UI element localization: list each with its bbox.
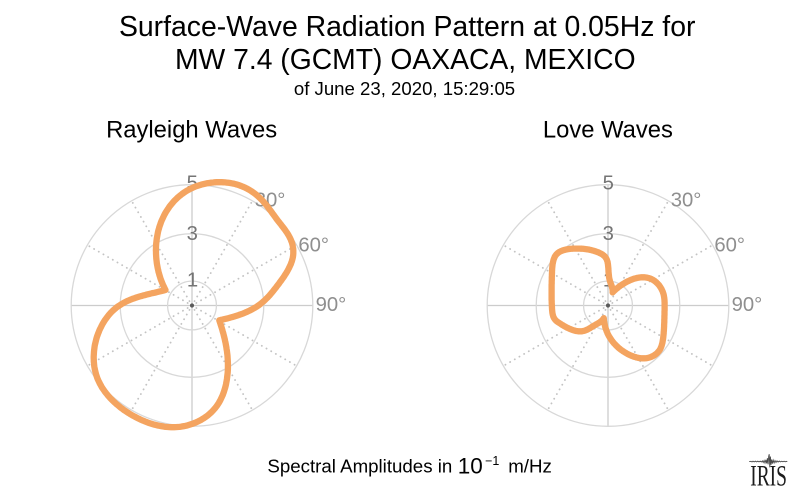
svg-text:MW 7.4 (GCMT) OAXACA, MEXICO: MW 7.4 (GCMT) OAXACA, MEXICO xyxy=(175,43,636,75)
svg-text:60°: 60° xyxy=(714,234,745,256)
svg-text:90°: 90° xyxy=(316,294,347,316)
svg-text:Spectral Amplitudes in: Spectral Amplitudes in xyxy=(267,455,452,476)
svg-text:30°: 30° xyxy=(255,190,286,212)
svg-text:3: 3 xyxy=(187,223,198,245)
svg-text:5: 5 xyxy=(603,173,614,195)
svg-text:of June 23, 2020, 15:29:05: of June 23, 2020, 15:29:05 xyxy=(294,78,515,99)
svg-text:90°: 90° xyxy=(732,294,763,316)
svg-text:−1: −1 xyxy=(485,454,499,468)
svg-text:Love Waves: Love Waves xyxy=(543,117,673,144)
svg-text:Rayleigh Waves: Rayleigh Waves xyxy=(106,117,277,144)
svg-text:5: 5 xyxy=(187,173,198,195)
svg-text:10: 10 xyxy=(458,453,483,478)
svg-text:m/Hz: m/Hz xyxy=(508,455,552,476)
svg-text:60°: 60° xyxy=(298,234,329,256)
svg-text:1: 1 xyxy=(187,269,198,291)
svg-text:Surface-Wave Radiation Pattern: Surface-Wave Radiation Pattern at 0.05Hz… xyxy=(119,11,696,43)
svg-text:IRIS: IRIS xyxy=(750,461,787,493)
svg-text:30°: 30° xyxy=(671,190,702,212)
svg-text:3: 3 xyxy=(603,223,614,245)
